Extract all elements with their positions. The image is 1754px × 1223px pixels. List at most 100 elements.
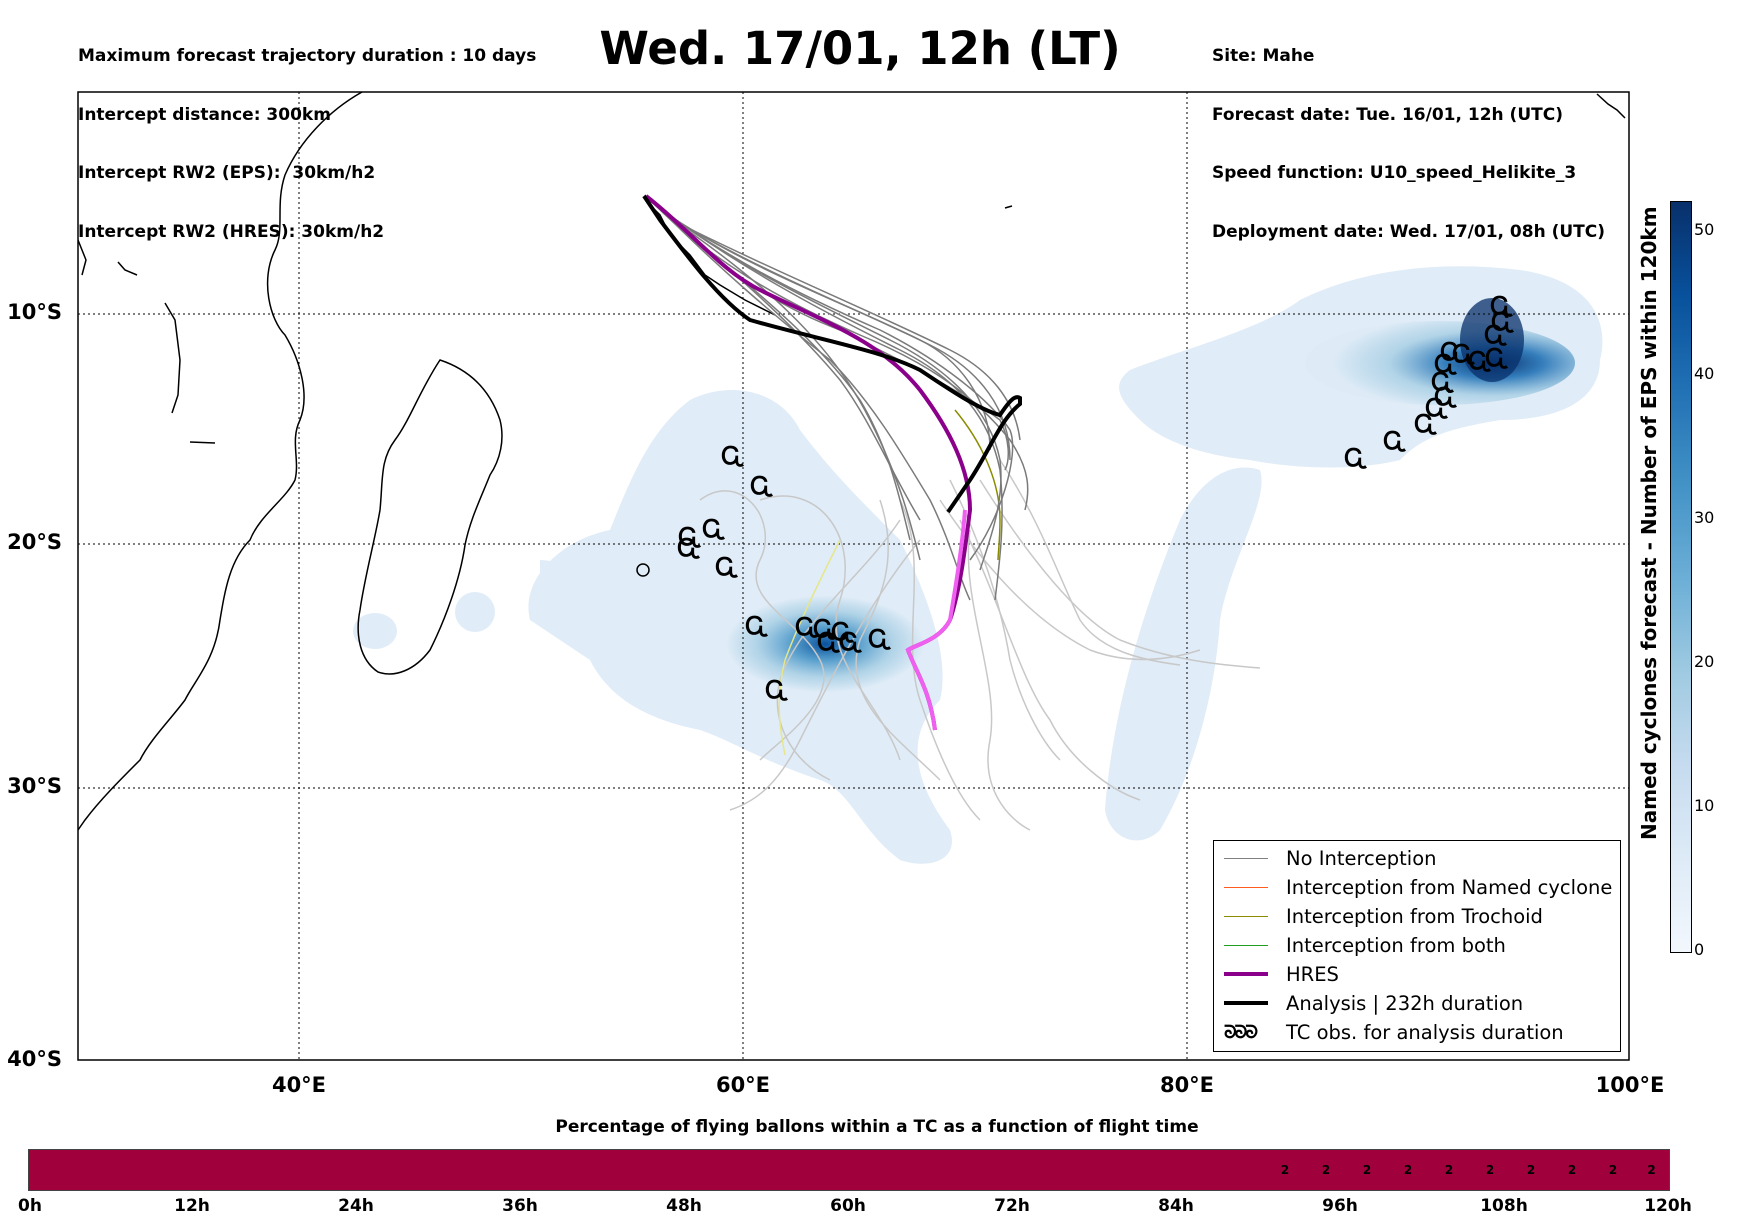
map-frame: [77, 91, 1630, 1061]
svg-text:Ꮹ: Ꮹ: [1486, 344, 1509, 372]
header-left-line: Intercept distance: 300km: [78, 104, 331, 125]
trajectories-trochoid: [954, 409, 1001, 561]
legend-item: No Interception: [1224, 845, 1437, 871]
svg-text:Ꮹ: Ꮹ: [716, 553, 739, 581]
header-left-line: Intercept RW2 (EPS): 30km/h2: [78, 163, 376, 183]
legend-swatch: [1224, 1001, 1268, 1005]
svg-text:Ꮹ: Ꮹ: [722, 442, 745, 470]
svg-text:Ꮹ: Ꮹ: [678, 534, 701, 562]
svg-text:Ꮹ: Ꮹ: [1492, 308, 1515, 336]
coastline: [78, 92, 1626, 831]
hres-trajectory-late: [905, 509, 967, 731]
legend-item: Interception from Named cyclone: [1224, 874, 1612, 900]
lon-label-80e: 80°E: [1159, 1073, 1215, 1097]
legend-item: Interception from Trochoid: [1224, 903, 1543, 929]
lon-label-40e: 40°E: [271, 1073, 327, 1097]
colorbar-tick: 40: [1694, 364, 1715, 383]
svg-text:Ꮹ: Ꮹ: [814, 615, 837, 643]
time-label: 60h: [830, 1196, 866, 1216]
svg-text:Ꮹ: Ꮹ: [1491, 292, 1514, 320]
density-core-west: [727, 596, 923, 692]
svg-text:Ꮹ: Ꮹ: [1426, 394, 1449, 422]
percentage-cell: 2: [1485, 1163, 1495, 1177]
colorbar-tick: 0: [1694, 940, 1705, 959]
percentage-cell: 2: [1647, 1163, 1656, 1177]
legend-swatch: [1224, 857, 1268, 859]
legend-item: Analysis | 232h duration: [1224, 990, 1523, 1016]
header-right-line: Forecast date: Tue. 16/01, 12h (UTC): [1212, 104, 1563, 125]
percentage-cell: 2: [1526, 1163, 1536, 1177]
header-left-line: Intercept RW2 (HRES): 30km/h2: [78, 221, 385, 242]
time-label: 96h: [1322, 1196, 1358, 1216]
percentage-bar: 2 2 2 2 2 2 2 2 2 2: [28, 1149, 1670, 1191]
svg-text:Ꮹ: Ꮹ: [1415, 410, 1438, 438]
lat-label-30s: 30°S: [7, 774, 62, 798]
percentage-cell: 2: [1567, 1163, 1577, 1177]
lon-label-100e: 100°E: [1595, 1073, 1665, 1097]
svg-text:Ꮹ: Ꮹ: [751, 472, 774, 500]
time-label: 12h: [174, 1196, 210, 1216]
lat-label-20s: 20°S: [7, 530, 62, 554]
legend-swatch: [1224, 944, 1268, 946]
percentage-cell: 2: [1321, 1163, 1331, 1177]
svg-text:Ꮹ: Ꮹ: [1485, 321, 1508, 349]
svg-text:Ꮹ: Ꮹ: [796, 613, 819, 641]
time-label: 0h: [18, 1196, 42, 1216]
analysis-trajectory: [642, 194, 1022, 514]
legend-label: Interception from both: [1286, 933, 1506, 957]
time-label: 72h: [994, 1196, 1030, 1216]
svg-text:Ꮹ: Ꮹ: [832, 618, 855, 646]
legend-label: No Interception: [1286, 846, 1437, 870]
svg-text:Ꮹ: Ꮹ: [1469, 347, 1492, 375]
header-info-left: Maximum forecast trajectory duration : 1…: [78, 8, 536, 262]
svg-text:Ꮹ: Ꮹ: [703, 515, 726, 543]
density-core-east-peak: [1460, 298, 1524, 382]
grid-lines: [78, 92, 1629, 1060]
header-right-line: Site: Mahe: [1212, 46, 1315, 66]
trajectories-light: [699, 459, 1261, 831]
legend-swatch: [1224, 886, 1268, 888]
legend-label: HRES: [1286, 962, 1339, 986]
colorbar-tick: 10: [1694, 796, 1715, 815]
legend-item: ᘐᘐᘐ TC obs. for analysis duration: [1224, 1019, 1564, 1045]
time-label: 48h: [666, 1196, 702, 1216]
percentage-cell: 2: [1362, 1163, 1372, 1177]
colorbar: [1670, 201, 1692, 953]
svg-text:Ꮹ: Ꮹ: [1453, 340, 1476, 368]
legend-label: Analysis | 232h duration: [1286, 991, 1524, 1015]
svg-text:Ꮹ: Ꮹ: [840, 628, 863, 656]
colorbar-tick: 30: [1694, 508, 1715, 527]
time-label: 84h: [1158, 1196, 1194, 1216]
legend-label: Interception from Trochoid: [1286, 904, 1543, 928]
svg-text:Ꮹ: Ꮹ: [1441, 338, 1464, 366]
time-label: 24h: [338, 1196, 374, 1216]
colorbar-tick: 20: [1694, 652, 1715, 671]
legend-label: Interception from Named cyclone: [1286, 875, 1613, 899]
svg-text:Ꮹ: Ꮹ: [679, 523, 702, 551]
lon-label-60e: 60°E: [715, 1073, 771, 1097]
header-info-right: Site: Mahe Forecast date: Tue. 16/01, 12…: [1212, 8, 1605, 262]
percentage-cell: 2: [1608, 1163, 1618, 1177]
trajectory-yellow: [778, 539, 841, 756]
colorbar-tick: 50: [1694, 220, 1715, 239]
percentage-cell: 2: [1403, 1163, 1413, 1177]
percentage-bar-title: Percentage of flying ballons within a TC…: [555, 1117, 1199, 1137]
svg-text:Ꮹ: Ꮹ: [766, 676, 789, 704]
percentage-cell: 2: [1444, 1163, 1454, 1177]
lat-label-10s: 10°S: [7, 300, 62, 324]
svg-text:Ꮹ: Ꮹ: [1384, 427, 1407, 455]
time-label: 120h: [1644, 1196, 1692, 1216]
map-legend: No Interception Interception from Named …: [1213, 840, 1621, 1052]
svg-text:Ꮹ: Ꮹ: [1345, 444, 1368, 472]
legend-swatch: [1224, 915, 1268, 917]
page-title: Wed. 17/01, 12h (LT): [599, 22, 1121, 75]
tc-symbol-icon: ᘐᘐᘐ: [1224, 1021, 1258, 1043]
colorbar-label: Named cyclones forecast - Number of EPS …: [1637, 206, 1661, 840]
header-right-line: Speed function: U10_speed_Helikite_3: [1212, 163, 1577, 183]
svg-text:Ꮹ: Ꮹ: [1435, 350, 1458, 378]
legend-item: Interception from both: [1224, 932, 1506, 958]
time-label: 108h: [1480, 1196, 1528, 1216]
header-right-line: Deployment date: Wed. 17/01, 08h (UTC): [1212, 221, 1606, 242]
